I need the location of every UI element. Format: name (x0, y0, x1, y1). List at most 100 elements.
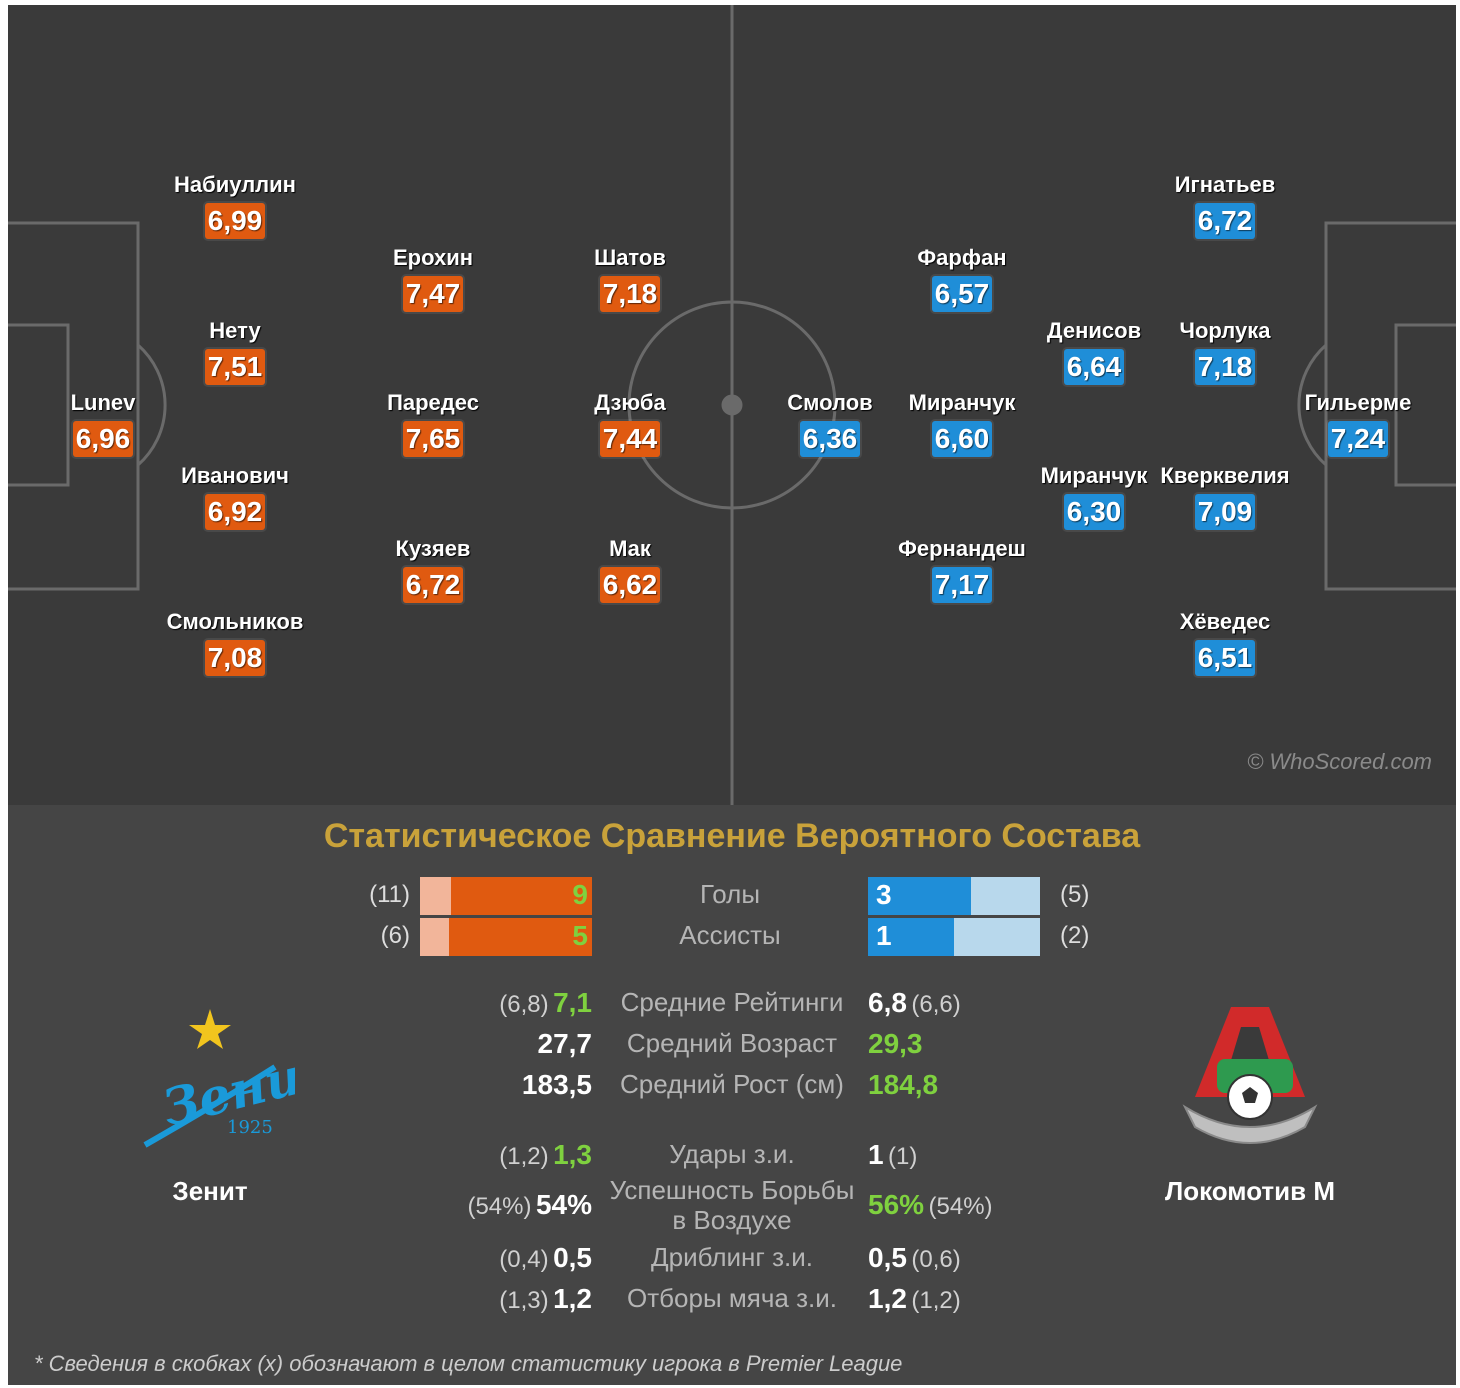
player-rating: 7,47 (403, 276, 463, 312)
player-rating: 7,65 (403, 421, 463, 457)
player-rating: 6,62 (600, 567, 660, 603)
player-home-10[interactable]: Дзюба 7,44 (550, 389, 710, 457)
away-bar-fill (868, 918, 954, 956)
player-home-9[interactable]: Шатов 7,18 (550, 244, 710, 312)
player-name: Смольников (166, 609, 304, 634)
player-rating: 7,18 (600, 276, 660, 312)
home-bar: 5 (420, 918, 592, 956)
player-home-5[interactable]: Смольников 7,08 (155, 608, 315, 676)
player-away-5[interactable]: Хёведес 6,51 (1145, 608, 1305, 676)
pitch-markings (8, 5, 1456, 805)
home-value: 1,2 (553, 1283, 592, 1314)
player-rating: 6,72 (1195, 203, 1255, 239)
player-rating: 6,92 (205, 494, 265, 530)
player-name: Ерохин (392, 245, 474, 270)
stats-title: Статистическое Сравнение Вероятного Сост… (323, 817, 1141, 855)
away-value: 29,3 (868, 1028, 923, 1059)
home-value: 7,1 (553, 987, 592, 1018)
away-team[interactable]: Локомотив М (1130, 997, 1370, 1207)
home-paren: (54%) (467, 1193, 532, 1220)
player-rating: 6,36 (800, 421, 860, 457)
stats-panel: Статистическое Сравнение Вероятного Сост… (8, 805, 1456, 1385)
home-stat: 183,5 (522, 1069, 592, 1101)
player-name: Фарфан (917, 245, 1007, 270)
home-stat: 27,7 (538, 1028, 593, 1060)
away-team-name: Локомотив М (1164, 1176, 1336, 1206)
player-name: Хёведес (1179, 609, 1271, 634)
player-away-1[interactable]: Гильерме 7,24 (1278, 389, 1438, 457)
away-bar: 1 (868, 918, 1040, 956)
player-name: Lunev (70, 390, 136, 415)
home-total: (6) (380, 922, 410, 949)
player-away-11[interactable]: Смолов 6,36 (750, 389, 910, 457)
player-home-8[interactable]: Кузяев 6,72 (353, 535, 513, 603)
player-rating: 6,96 (73, 421, 133, 457)
player-rating: 7,09 (1195, 494, 1255, 530)
stat-label: Средний Возраст (626, 1028, 838, 1058)
home-stat: (1,3) 1,2 (499, 1283, 592, 1315)
player-away-7[interactable]: Миранчук 6,30 (1014, 462, 1174, 530)
away-value: 1,2 (868, 1283, 907, 1314)
player-home-6[interactable]: Ерохин 7,47 (353, 244, 513, 312)
player-name: Чорлука (1179, 318, 1271, 343)
home-bar-fill (450, 877, 592, 915)
player-rating: 7,17 (932, 567, 992, 603)
away-stat: 56% (54%) (868, 1189, 993, 1221)
stat-label: Средние Рейтинги (620, 987, 844, 1017)
player-name: Кверквелия (1160, 463, 1290, 488)
player-name: Игнатьев (1174, 172, 1276, 197)
home-stat: (6,8) 7,1 (499, 987, 592, 1019)
player-name: Нету (209, 318, 261, 343)
player-rating: 6,30 (1064, 494, 1124, 530)
player-away-4[interactable]: Кверквелия 7,09 (1145, 462, 1305, 530)
player-away-8[interactable]: Фарфан 6,57 (882, 244, 1042, 312)
lokomotiv-logo-icon (1182, 1007, 1318, 1144)
home-total: (11) (369, 881, 410, 908)
bar-row-assists: (6) 5 Ассисты 1 (2) (8, 918, 1456, 956)
home-team-name: Зенит (172, 1176, 248, 1206)
home-value: 1,3 (553, 1139, 592, 1170)
player-home-2[interactable]: Набиуллин 6,99 (155, 171, 315, 239)
player-away-6[interactable]: Денисов 6,64 (1014, 317, 1174, 385)
player-home-3[interactable]: Нету 7,51 (155, 317, 315, 385)
home-stat: (1,2) 1,3 (499, 1139, 592, 1171)
player-name: Шатов (594, 245, 666, 270)
player-name: Паредес (387, 390, 479, 415)
away-stat: 6,8 (6,6) (868, 987, 961, 1019)
away-paren: (0,6) (911, 1246, 961, 1273)
bar-label: Голы (699, 879, 761, 909)
away-bar-fill (868, 877, 972, 915)
player-rating: 7,24 (1328, 421, 1388, 457)
bar-label: Ассисты (679, 920, 781, 950)
stat-label: Отборы мяча з.и. (627, 1283, 837, 1313)
player-name: Миранчук (908, 390, 1016, 415)
pitch: Lunev 6,96 Набиуллин 6,99 Нету 7,51 Иван… (8, 5, 1456, 805)
away-paren: (1,2) (911, 1287, 961, 1314)
home-value: 0,5 (553, 1242, 592, 1273)
player-home-7[interactable]: Паредес 7,65 (353, 389, 513, 457)
zenit-logo-icon: Зенит 1925 (143, 1009, 359, 1148)
player-away-10[interactable]: Фернандеш 7,17 (882, 535, 1042, 603)
player-name: Миранчук (1040, 463, 1148, 488)
player-away-2[interactable]: Игнатьев 6,72 (1145, 171, 1305, 239)
player-home-4[interactable]: Иванович 6,92 (155, 462, 315, 530)
home-bar-value: 9 (572, 879, 588, 910)
player-name: Смолов (787, 390, 873, 415)
away-stat: 0,5 (0,6) (868, 1242, 961, 1274)
player-rating: 6,64 (1064, 349, 1124, 385)
player-rating: 6,99 (205, 203, 265, 239)
away-value: 184,8 (868, 1069, 939, 1100)
stat-label: Дриблинг з.и. (651, 1242, 813, 1272)
watermark: © WhoScored.com (1247, 749, 1432, 774)
home-bar: 9 (420, 877, 592, 915)
away-stat: 1 (1) (868, 1139, 917, 1171)
home-bar-value: 5 (572, 920, 588, 951)
away-bar: 3 (868, 877, 1040, 915)
home-team[interactable]: Зенит 1925 Зенит (90, 1005, 359, 1207)
player-away-3[interactable]: Чорлука 7,18 (1145, 317, 1305, 385)
player-away-9[interactable]: Миранчук 6,60 (882, 389, 1042, 457)
player-home-11[interactable]: Мак 6,62 (550, 535, 710, 603)
home-paren: (6,8) (499, 991, 549, 1018)
player-home-1[interactable]: Lunev 6,96 (23, 389, 183, 457)
away-bar-value: 3 (876, 879, 892, 910)
